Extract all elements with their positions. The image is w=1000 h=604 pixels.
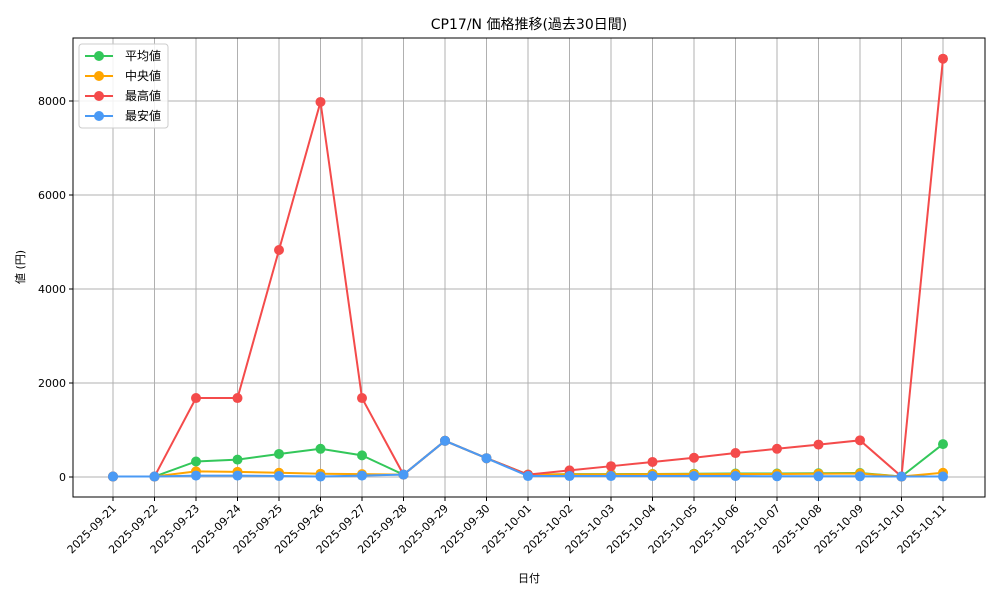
data-point bbox=[730, 448, 741, 459]
data-point bbox=[689, 452, 699, 463]
data-point bbox=[647, 471, 658, 482]
data-point bbox=[523, 471, 533, 482]
legend-item: 中央値 bbox=[85, 68, 161, 83]
legend-marker-icon bbox=[94, 71, 104, 81]
data-point bbox=[191, 393, 201, 404]
data-point bbox=[357, 470, 367, 481]
chart-title: CP17/N 価格推移(過去30日間) bbox=[431, 17, 627, 33]
y-tick-label: 2000 bbox=[38, 377, 66, 390]
y-tick-label: 4000 bbox=[38, 283, 66, 296]
legend-label: 最高値 bbox=[125, 88, 161, 103]
data-point bbox=[564, 471, 575, 482]
y-tick-label: 8000 bbox=[38, 95, 66, 108]
data-point bbox=[896, 471, 907, 482]
legend-marker-icon bbox=[94, 51, 104, 61]
data-point bbox=[149, 471, 160, 482]
legend-label: 平均値 bbox=[125, 48, 161, 63]
data-point bbox=[813, 471, 824, 482]
data-point bbox=[232, 393, 243, 404]
data-point bbox=[730, 471, 741, 482]
data-point bbox=[357, 450, 367, 461]
legend-box bbox=[78, 43, 169, 129]
legend-label: 中央値 bbox=[125, 68, 161, 83]
legend-item: 平均値 bbox=[85, 48, 161, 63]
data-point bbox=[315, 471, 326, 482]
data-point bbox=[481, 453, 492, 464]
legend-marker-icon bbox=[94, 111, 104, 121]
x-axis-label: 日付 bbox=[518, 572, 540, 585]
data-point bbox=[855, 471, 865, 482]
legend-item: 最安値 bbox=[85, 108, 161, 123]
grid-lines bbox=[73, 38, 985, 497]
y-axis-label: 値 (円) bbox=[14, 250, 27, 284]
data-point bbox=[357, 393, 367, 404]
legend-marker-icon bbox=[94, 91, 104, 101]
legend-label: 最安値 bbox=[125, 108, 161, 123]
data-point bbox=[647, 456, 658, 467]
data-point bbox=[772, 471, 782, 482]
data-point bbox=[938, 471, 948, 482]
data-point bbox=[315, 443, 326, 454]
series-最安値 bbox=[108, 435, 948, 482]
data-point bbox=[855, 435, 865, 446]
data-point bbox=[772, 443, 782, 454]
data-point bbox=[689, 471, 699, 482]
y-tick-label: 0 bbox=[59, 471, 66, 484]
plot-frame bbox=[72, 37, 986, 498]
y-tick-label: 6000 bbox=[38, 189, 66, 202]
series-lines bbox=[108, 53, 948, 482]
data-point bbox=[398, 469, 409, 480]
legend-item: 最高値 bbox=[85, 88, 161, 103]
data-point bbox=[274, 448, 284, 459]
data-point bbox=[813, 439, 824, 450]
data-point bbox=[108, 471, 118, 482]
data-point bbox=[191, 456, 201, 467]
data-point bbox=[938, 53, 948, 64]
data-point bbox=[606, 461, 616, 472]
data-point bbox=[440, 435, 450, 446]
y-axis: 0 2000 4000 6000 8000 bbox=[38, 95, 73, 484]
data-point bbox=[274, 471, 284, 482]
data-point bbox=[938, 439, 948, 450]
data-point bbox=[274, 244, 284, 255]
data-point bbox=[606, 471, 616, 482]
data-point bbox=[191, 470, 201, 481]
data-point bbox=[232, 470, 243, 481]
data-point bbox=[232, 454, 243, 465]
data-point bbox=[315, 96, 326, 107]
